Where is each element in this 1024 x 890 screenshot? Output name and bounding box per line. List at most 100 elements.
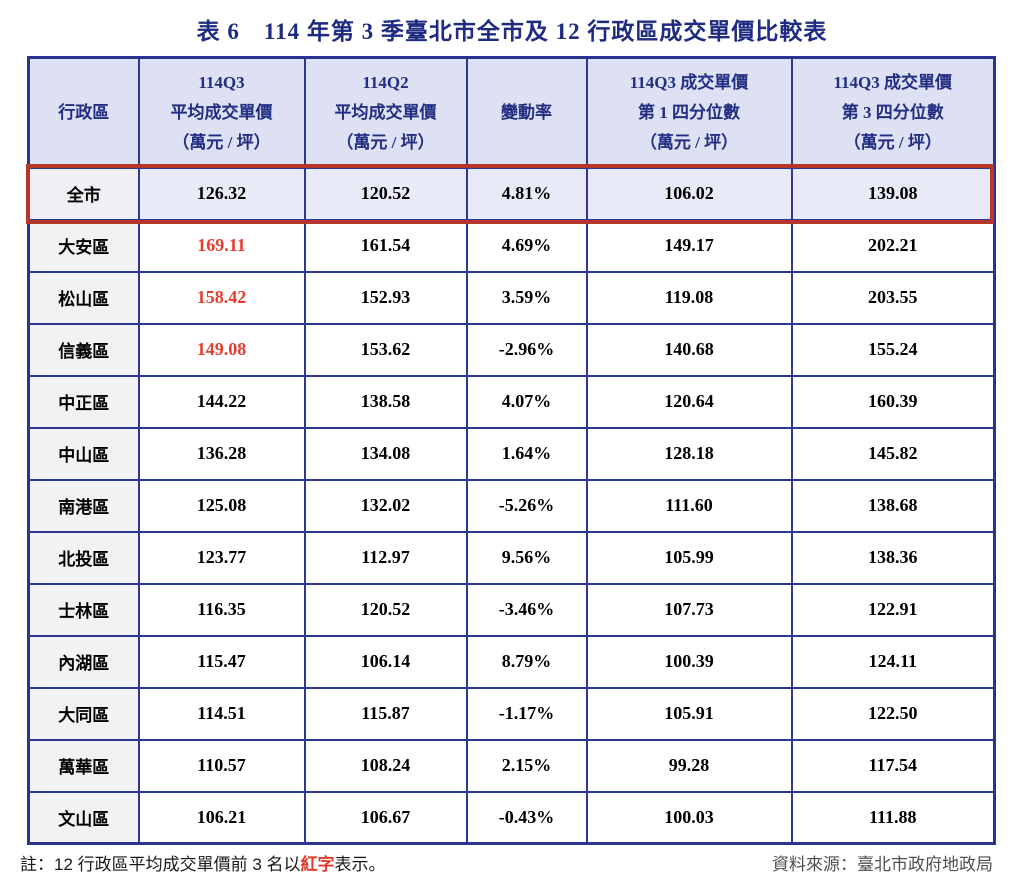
header-title: 114Q3 成交單價 <box>629 73 749 93</box>
quartile3-cell: 122.91 <box>790 582 996 637</box>
col-header-avg-q2: 114Q2 平均成交單價 （萬元 / 坪） <box>303 56 468 169</box>
district-cell: 中正區 <box>27 374 140 429</box>
avg-q3-cell: 136.28 <box>137 426 306 481</box>
quartile3-cell: 117.54 <box>790 738 996 793</box>
table-row: 大同區 114.51 115.87 -1.17% 105.91 122.50 <box>27 686 996 741</box>
table-row: 士林區 116.35 120.52 -3.46% 107.73 122.91 <box>27 582 996 637</box>
avg-q3-cell: 123.77 <box>137 530 306 585</box>
quartile3-cell: 138.36 <box>790 530 996 585</box>
table-row: 松山區 158.42 152.93 3.59% 119.08 203.55 <box>27 270 996 325</box>
col-header-district: 行政區 <box>27 56 140 169</box>
change-cell: -3.46% <box>465 582 588 637</box>
change-cell: -0.43% <box>465 790 588 845</box>
header-sub: 平均成交單價 <box>170 102 273 122</box>
header-sub: 平均成交單價 <box>334 102 437 122</box>
col-header-avg-q3: 114Q3 平均成交單價 （萬元 / 坪） <box>137 56 306 169</box>
change-cell: 9.56% <box>465 530 588 585</box>
quartile1-cell: 128.18 <box>585 426 793 481</box>
district-cell: 大同區 <box>27 686 140 741</box>
district-cell: 大安區 <box>27 218 140 273</box>
footnote-prefix: 註：12 行政區平均成交單價前 3 名以 <box>20 855 301 874</box>
district-cell: 中山區 <box>27 426 140 481</box>
header-sub: 第 1 四分位數 <box>638 102 740 122</box>
change-cell: 4.81% <box>465 166 588 221</box>
district-cell: 士林區 <box>27 582 140 637</box>
change-cell: -5.26% <box>465 478 588 533</box>
avg-q2-cell: 153.62 <box>303 322 468 377</box>
change-cell: 1.64% <box>465 426 588 481</box>
quartile3-cell: 111.88 <box>790 790 996 845</box>
district-cell: 松山區 <box>27 270 140 325</box>
footnote-red-word: 紅字 <box>300 855 335 874</box>
header-title: 變動率 <box>501 102 552 122</box>
change-cell: -2.96% <box>465 322 588 377</box>
change-cell: 3.59% <box>465 270 588 325</box>
avg-q2-cell: 134.08 <box>303 426 468 481</box>
table-row: 北投區 123.77 112.97 9.56% 105.99 138.36 <box>27 530 996 585</box>
quartile1-cell: 111.60 <box>585 478 793 533</box>
quartile1-cell: 149.17 <box>585 218 793 273</box>
avg-q3-cell: 125.08 <box>137 478 306 533</box>
avg-q3-cell: 149.08 <box>137 322 306 377</box>
table-row: 中山區 136.28 134.08 1.64% 128.18 145.82 <box>27 426 996 481</box>
header-unit: （萬元 / 坪） <box>639 132 739 152</box>
quartile1-cell: 106.02 <box>585 166 793 221</box>
quartile3-cell: 155.24 <box>790 322 996 377</box>
avg-q3-cell: 144.22 <box>137 374 306 429</box>
avg-q3-cell: 115.47 <box>137 634 306 689</box>
district-cell: 內湖區 <box>27 634 140 689</box>
avg-q2-cell: 106.67 <box>303 790 468 845</box>
quartile1-cell: 100.39 <box>585 634 793 689</box>
avg-q3-cell: 158.42 <box>137 270 306 325</box>
header-title: 114Q3 成交單價 <box>833 73 953 93</box>
header-row: 行政區 114Q3 平均成交單價 （萬元 / 坪） 114Q2 平均成交單價 （… <box>27 56 996 169</box>
quartile1-cell: 107.73 <box>585 582 793 637</box>
avg-q3-cell: 169.11 <box>137 218 306 273</box>
table-row: 萬華區 110.57 108.24 2.15% 99.28 117.54 <box>27 738 996 793</box>
quartile1-cell: 99.28 <box>585 738 793 793</box>
table-row: 信義區 149.08 153.62 -2.96% 140.68 155.24 <box>27 322 996 377</box>
quartile1-cell: 140.68 <box>585 322 793 377</box>
header-unit: （萬元 / 坪） <box>843 132 942 152</box>
avg-q2-cell: 115.87 <box>303 686 468 741</box>
district-cell: 文山區 <box>27 790 140 845</box>
table-row-citywide: 全市 126.32 120.52 4.81% 106.02 139.08 <box>27 166 996 221</box>
quartile3-cell: 203.55 <box>790 270 996 325</box>
quartile1-cell: 105.91 <box>585 686 793 741</box>
quartile3-cell: 122.50 <box>790 686 996 741</box>
avg-q2-cell: 132.02 <box>303 478 468 533</box>
avg-q2-cell: 108.24 <box>303 738 468 793</box>
col-header-quartile1: 114Q3 成交單價 第 1 四分位數 （萬元 / 坪） <box>585 56 793 169</box>
district-cell: 南港區 <box>27 478 140 533</box>
quartile3-cell: 139.08 <box>790 166 996 221</box>
avg-q3-cell: 114.51 <box>137 686 306 741</box>
page-title: 表 6 114 年第 3 季臺北市全市及 12 行政區成交單價比較表 <box>196 19 828 44</box>
quartile1-cell: 105.99 <box>585 530 793 585</box>
footnote: 註：12 行政區平均成交單價前 3 名以紅字表示。 <box>20 850 386 875</box>
table-row: 中正區 144.22 138.58 4.07% 120.64 160.39 <box>27 374 996 429</box>
quartile3-cell: 138.68 <box>790 478 996 533</box>
change-cell: -1.17% <box>465 686 588 741</box>
change-cell: 8.79% <box>465 634 588 689</box>
header-title: 114Q2 <box>362 73 409 93</box>
district-cell: 信義區 <box>27 322 140 377</box>
header-sub: 第 3 四分位數 <box>841 102 944 122</box>
quartile3-cell: 145.82 <box>790 426 996 481</box>
district-cell: 全市 <box>27 166 140 221</box>
header-unit: （萬元 / 坪） <box>172 132 271 152</box>
data-table: 行政區 114Q3 平均成交單價 （萬元 / 坪） 114Q2 平均成交單價 （… <box>27 56 996 845</box>
header-title: 行政區 <box>58 102 110 122</box>
avg-q2-cell: 152.93 <box>303 270 468 325</box>
avg-q3-cell: 116.35 <box>137 582 306 637</box>
avg-q2-cell: 120.52 <box>303 582 468 637</box>
avg-q2-cell: 112.97 <box>303 530 468 585</box>
quartile3-cell: 202.21 <box>790 218 996 273</box>
col-header-quartile3: 114Q3 成交單價 第 3 四分位數 （萬元 / 坪） <box>790 56 996 169</box>
header-title: 114Q3 <box>198 73 245 93</box>
district-cell: 萬華區 <box>27 738 140 793</box>
quartile1-cell: 120.64 <box>585 374 793 429</box>
change-cell: 4.07% <box>465 374 588 429</box>
price-comparison-table: 行政區 114Q3 平均成交單價 （萬元 / 坪） 114Q2 平均成交單價 （… <box>26 56 996 845</box>
quartile3-cell: 124.11 <box>790 634 996 689</box>
